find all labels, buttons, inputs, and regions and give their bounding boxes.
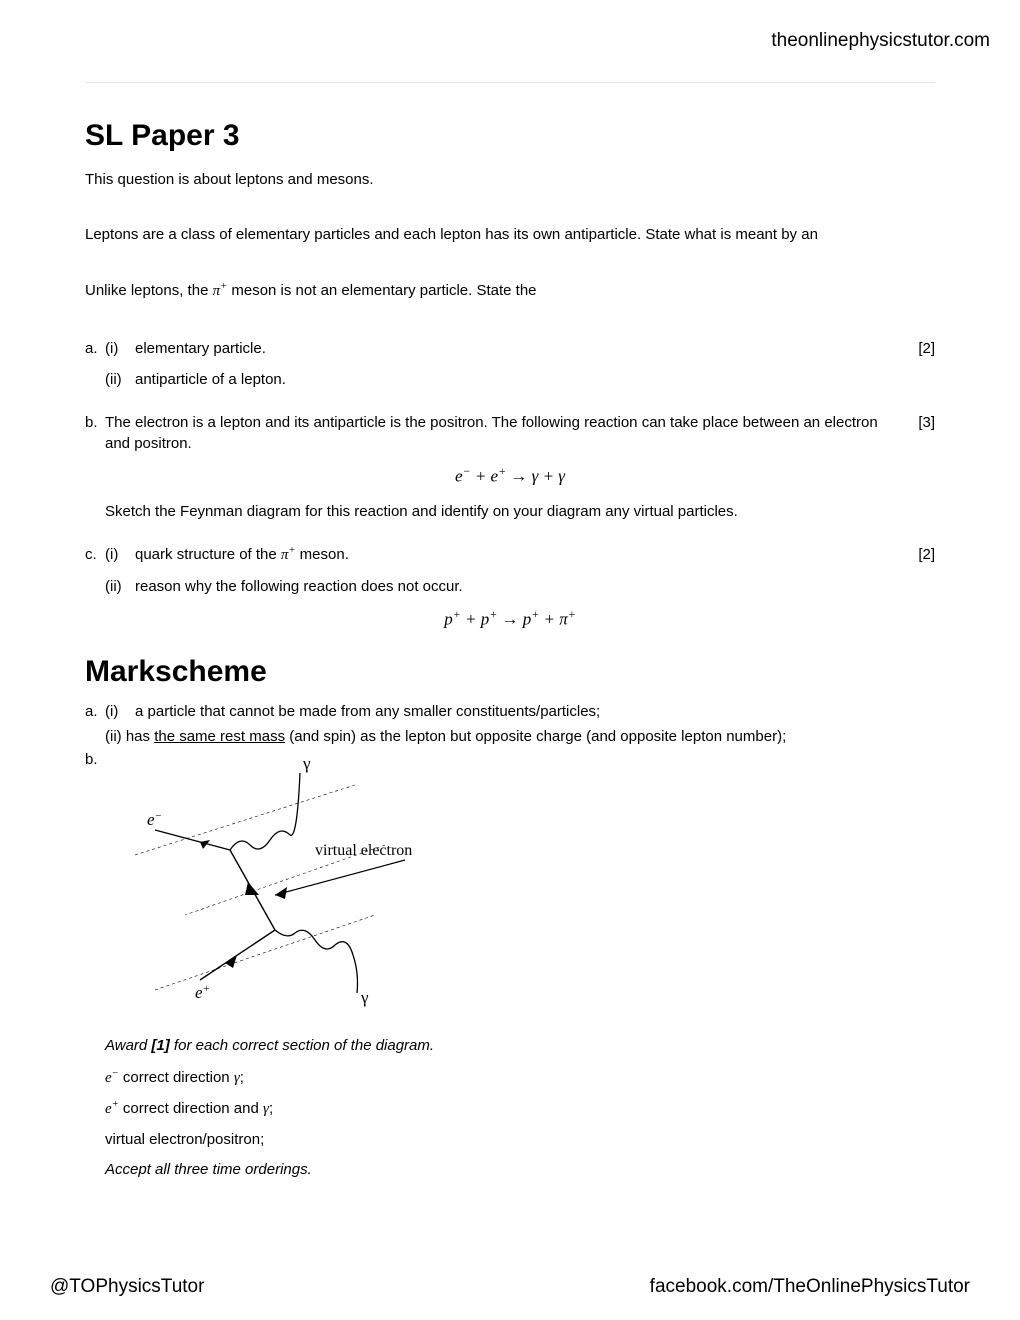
page-title: SL Paper 3 [85, 119, 935, 153]
footer-left: @TOPhysicsTutor [50, 1276, 204, 1298]
header-url: theonlinephysicstutor.com [85, 30, 990, 52]
ms-b: b. [85, 751, 935, 1027]
question-a-ii: (ii) antiparticle of a lepton. [85, 369, 935, 390]
gamma-bot-label: γ [360, 988, 369, 1007]
ms-b-note1: Award [1] for each correct section of th… [105, 1035, 935, 1058]
question-c-ii: (ii) reason why the following reaction d… [85, 576, 935, 597]
question-b-2: Sketch the Feynman diagram for this reac… [85, 501, 935, 522]
question-a-i: a. (i) elementary particle. [2] [85, 338, 935, 359]
equation-c: p+ + p+ → p+ + π+ [85, 607, 935, 630]
markscheme-title: Markscheme [85, 655, 935, 689]
ms-b-line3: virtual electron/positron; [105, 1129, 935, 1152]
ms-b-line2: e+ correct direction and γ; [105, 1097, 935, 1121]
question-c-i: c. (i) quark structure of the π+ meson. … [85, 544, 935, 566]
ms-a-ii: (ii) has the same rest mass (and spin) a… [85, 728, 935, 745]
feynman-diagram: γ γ e− e+ virtual electron [125, 755, 935, 1019]
intro-line-3: Unlike leptons, the π+ meson is not an e… [85, 281, 935, 300]
page: theonlinephysicstutor.com SL Paper 3 Thi… [0, 0, 1020, 1320]
ms-b-note2: Accept all three time orderings. [105, 1159, 935, 1182]
svg-text:e+: e+ [195, 983, 210, 1002]
virtual-label: virtual electron [315, 842, 412, 859]
footer-right: facebook.com/TheOnlinePhysicsTutor [650, 1276, 970, 1298]
equation-b: e− + e+ → γ + γ [85, 464, 935, 487]
ms-b-line1: e− correct direction γ; [105, 1066, 935, 1090]
ms-a-i: a. (i) a particle that cannot be made fr… [85, 703, 935, 720]
question-b: b. The electron is a lepton and its anti… [85, 412, 935, 454]
gamma-top-label: γ [302, 755, 311, 773]
intro-line-1: This question is about leptons and meson… [85, 171, 935, 188]
intro-line-2: Leptons are a class of elementary partic… [85, 226, 935, 243]
footer: @TOPhysicsTutor facebook.com/TheOnlinePh… [50, 1276, 970, 1298]
svg-text:e−: e− [147, 810, 162, 829]
divider [85, 82, 935, 83]
